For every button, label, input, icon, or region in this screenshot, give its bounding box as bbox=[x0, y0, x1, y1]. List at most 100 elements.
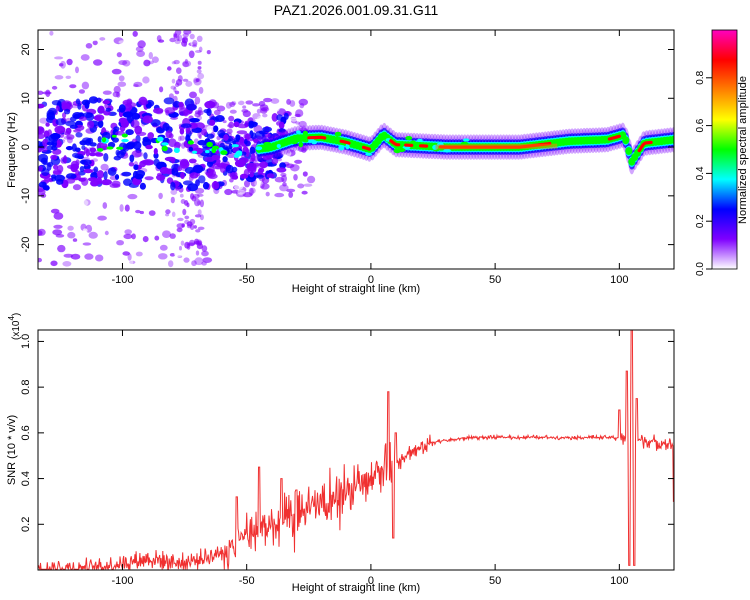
heat-cell bbox=[150, 119, 161, 127]
heat-cell bbox=[129, 260, 136, 264]
heat-cell bbox=[55, 105, 60, 112]
heat-cell bbox=[239, 136, 245, 144]
heat-cell bbox=[156, 174, 166, 181]
heat-cell bbox=[338, 144, 345, 151]
x-tick-label: -100 bbox=[111, 274, 133, 286]
heat-cell bbox=[211, 147, 217, 154]
y-tick-label: 0.6 bbox=[20, 425, 32, 440]
heat-cell bbox=[134, 125, 143, 135]
heat-cell bbox=[198, 175, 206, 184]
heat-cell bbox=[405, 136, 413, 141]
heat-cell bbox=[116, 146, 124, 150]
heat-cell bbox=[96, 97, 102, 104]
spectrogram-heatmap bbox=[38, 30, 674, 268]
heat-cell bbox=[201, 245, 208, 252]
heat-cell bbox=[58, 63, 64, 67]
heat-cell bbox=[173, 86, 177, 93]
heat-cell bbox=[276, 108, 287, 116]
heat-cell bbox=[271, 157, 279, 165]
heat-cell bbox=[73, 114, 81, 119]
figure-title: PAZ1.2026.001.09.31.G11 bbox=[274, 2, 439, 18]
heat-cell bbox=[72, 238, 78, 242]
heat-cell bbox=[294, 159, 303, 164]
heat-cell bbox=[183, 257, 190, 263]
heat-cell bbox=[143, 59, 151, 67]
heat-cell bbox=[96, 170, 104, 179]
heat-cell bbox=[409, 140, 417, 145]
heat-cell bbox=[182, 180, 193, 186]
heat-cell bbox=[279, 184, 289, 192]
heat-cell bbox=[211, 154, 221, 161]
heat-cell bbox=[222, 156, 228, 163]
heat-cell bbox=[81, 145, 86, 151]
heat-cell bbox=[170, 196, 175, 204]
heat-cell bbox=[206, 50, 211, 55]
heat-cell bbox=[164, 107, 175, 114]
heat-cell bbox=[158, 253, 168, 260]
heat-cell bbox=[297, 183, 305, 189]
heat-cell bbox=[117, 81, 127, 87]
heat-cell bbox=[137, 40, 146, 49]
heat-cell bbox=[94, 114, 105, 122]
heat-cell bbox=[38, 103, 45, 109]
heat-cell bbox=[118, 40, 126, 44]
heat-cell bbox=[205, 150, 210, 154]
heat-cell bbox=[58, 42, 65, 49]
y-tick-label: 10 bbox=[20, 92, 32, 104]
heat-cell bbox=[103, 153, 109, 162]
heat-cell bbox=[307, 175, 316, 184]
heat-cell bbox=[199, 199, 204, 208]
heat-cell bbox=[260, 108, 268, 114]
heat-cell bbox=[159, 66, 166, 73]
heat-cell bbox=[194, 257, 204, 266]
heat-core bbox=[339, 139, 351, 145]
heat-cell bbox=[75, 98, 81, 105]
heat-cell bbox=[134, 173, 144, 180]
heat-cell bbox=[174, 90, 180, 95]
heat-cell bbox=[177, 75, 183, 82]
heat-core bbox=[637, 140, 653, 153]
heat-cell bbox=[90, 37, 98, 42]
snr-x-ticks: -100 -50 0 50 100 bbox=[111, 330, 629, 587]
heat-cell bbox=[180, 123, 192, 128]
heat-cell bbox=[237, 189, 246, 195]
heat-cell bbox=[173, 59, 180, 65]
heat-cell bbox=[622, 136, 630, 145]
heat-cell bbox=[179, 135, 185, 141]
heat-cell bbox=[151, 56, 159, 63]
heat-core bbox=[307, 135, 327, 140]
heat-cell bbox=[244, 120, 249, 128]
heat-cell bbox=[143, 152, 148, 160]
heat-cell bbox=[177, 34, 183, 42]
heat-cell bbox=[128, 161, 135, 167]
heat-core bbox=[607, 134, 621, 141]
heat-cell bbox=[161, 145, 168, 152]
heat-cell bbox=[111, 180, 121, 187]
heat-cell bbox=[54, 56, 64, 60]
heat-cell bbox=[187, 183, 199, 192]
heat-cell bbox=[271, 113, 278, 122]
heat-cell bbox=[66, 134, 75, 140]
heat-cell bbox=[243, 133, 252, 140]
heat-cell bbox=[103, 171, 108, 180]
heat-cell bbox=[266, 173, 275, 179]
heat-cell bbox=[178, 135, 182, 142]
heat-cell bbox=[148, 52, 153, 60]
heat-cell bbox=[102, 202, 108, 209]
heat-cell bbox=[122, 111, 134, 118]
heat-cell bbox=[179, 245, 182, 251]
heat-cell bbox=[119, 204, 124, 212]
heat-cell bbox=[162, 122, 170, 131]
heat-cell bbox=[276, 167, 287, 173]
heat-cell bbox=[188, 158, 197, 164]
heat-cell bbox=[296, 130, 301, 134]
heat-rim bbox=[435, 143, 558, 150]
heat-cell bbox=[197, 72, 205, 80]
heat-cell bbox=[240, 173, 248, 179]
heat-cell bbox=[99, 37, 106, 41]
heat-cell bbox=[82, 228, 88, 233]
heat-cell bbox=[169, 233, 176, 239]
heat-cell bbox=[231, 144, 239, 148]
heat-cell bbox=[184, 41, 187, 48]
heat-cell bbox=[256, 174, 264, 179]
